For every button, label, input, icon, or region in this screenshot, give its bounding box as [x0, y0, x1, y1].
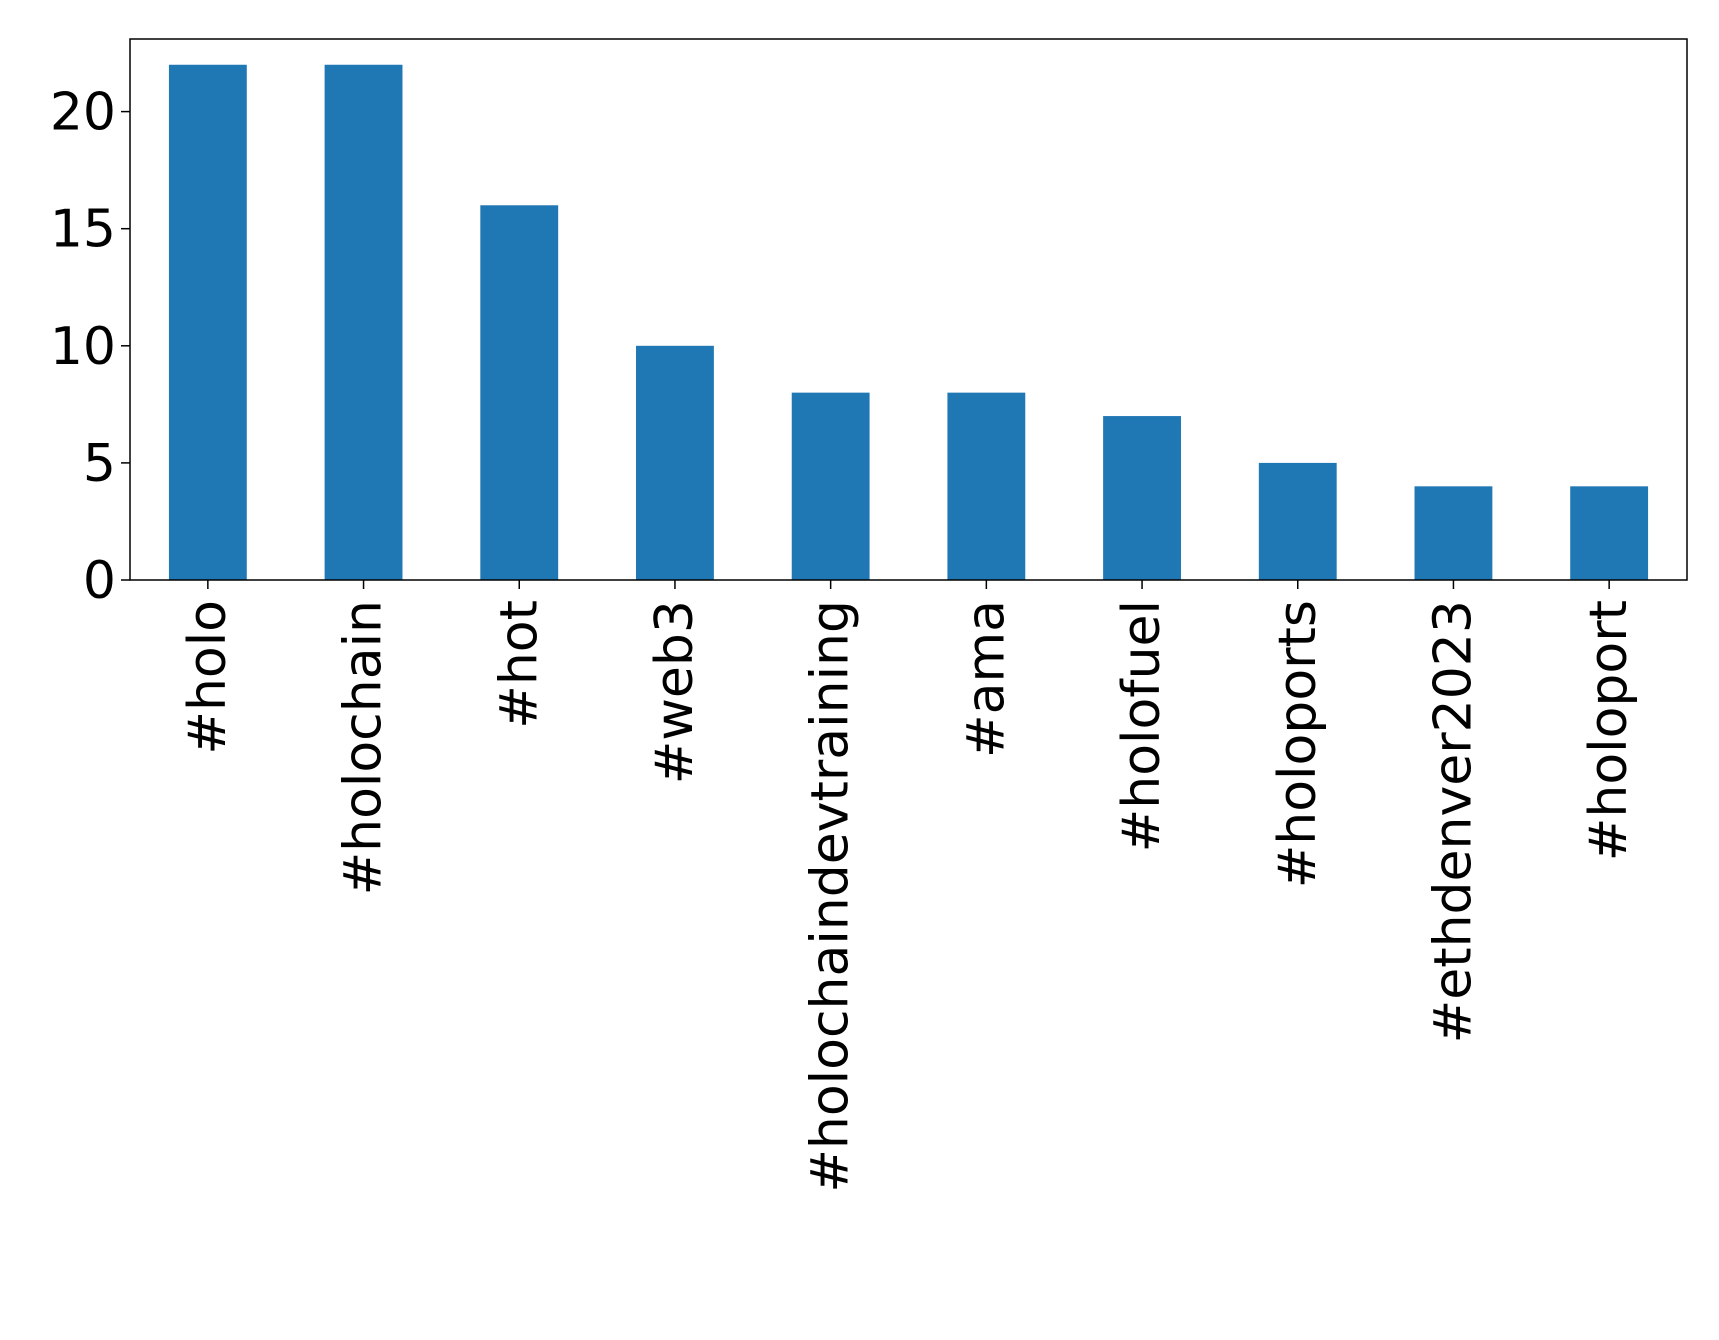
bar-1: [324, 64, 403, 580]
x-tick-label-9: #holoport: [1579, 600, 1639, 861]
bars: [168, 64, 1649, 580]
x-tick-label-8: #ethdenver2023: [1423, 600, 1483, 1043]
bar-8: [1414, 486, 1493, 580]
y-tick-label-4: 20: [50, 83, 116, 143]
bar-5: [947, 392, 1026, 580]
bar-7: [1258, 462, 1337, 580]
bar-2: [480, 205, 559, 580]
x-tick-label-3: #web3: [645, 600, 705, 784]
x-tick-label-6: #holofuel: [1112, 600, 1172, 852]
bar-4: [791, 392, 870, 580]
y-tick-label-0: 0: [83, 551, 116, 611]
y-tick-label-1: 5: [83, 434, 116, 494]
axis-ticks: [121, 110, 1610, 589]
x-tick-label-5: #ama: [956, 600, 1016, 758]
x-tick-label-7: #holoports: [1268, 600, 1328, 888]
bar-9: [1570, 486, 1649, 580]
x-tick-label-4: #holochaindevtraining: [801, 600, 861, 1193]
plot-area-frame: [129, 38, 1688, 581]
y-axis-tick-labels: 0 5 10 15 20: [50, 83, 116, 611]
bar-3: [636, 345, 714, 580]
bar-6: [1103, 416, 1181, 580]
y-tick-label-2: 10: [50, 317, 116, 377]
x-axis-tick-labels: #holo #holochain #hot #web3 #holochaindevtra…: [178, 600, 1639, 1193]
x-tick-label-1: #holochain: [334, 600, 394, 895]
x-tick-label-0: #holo: [178, 600, 238, 755]
x-tick-label-2: #hot: [489, 600, 549, 729]
bar-0: [168, 64, 247, 580]
y-tick-label-3: 15: [50, 200, 116, 260]
